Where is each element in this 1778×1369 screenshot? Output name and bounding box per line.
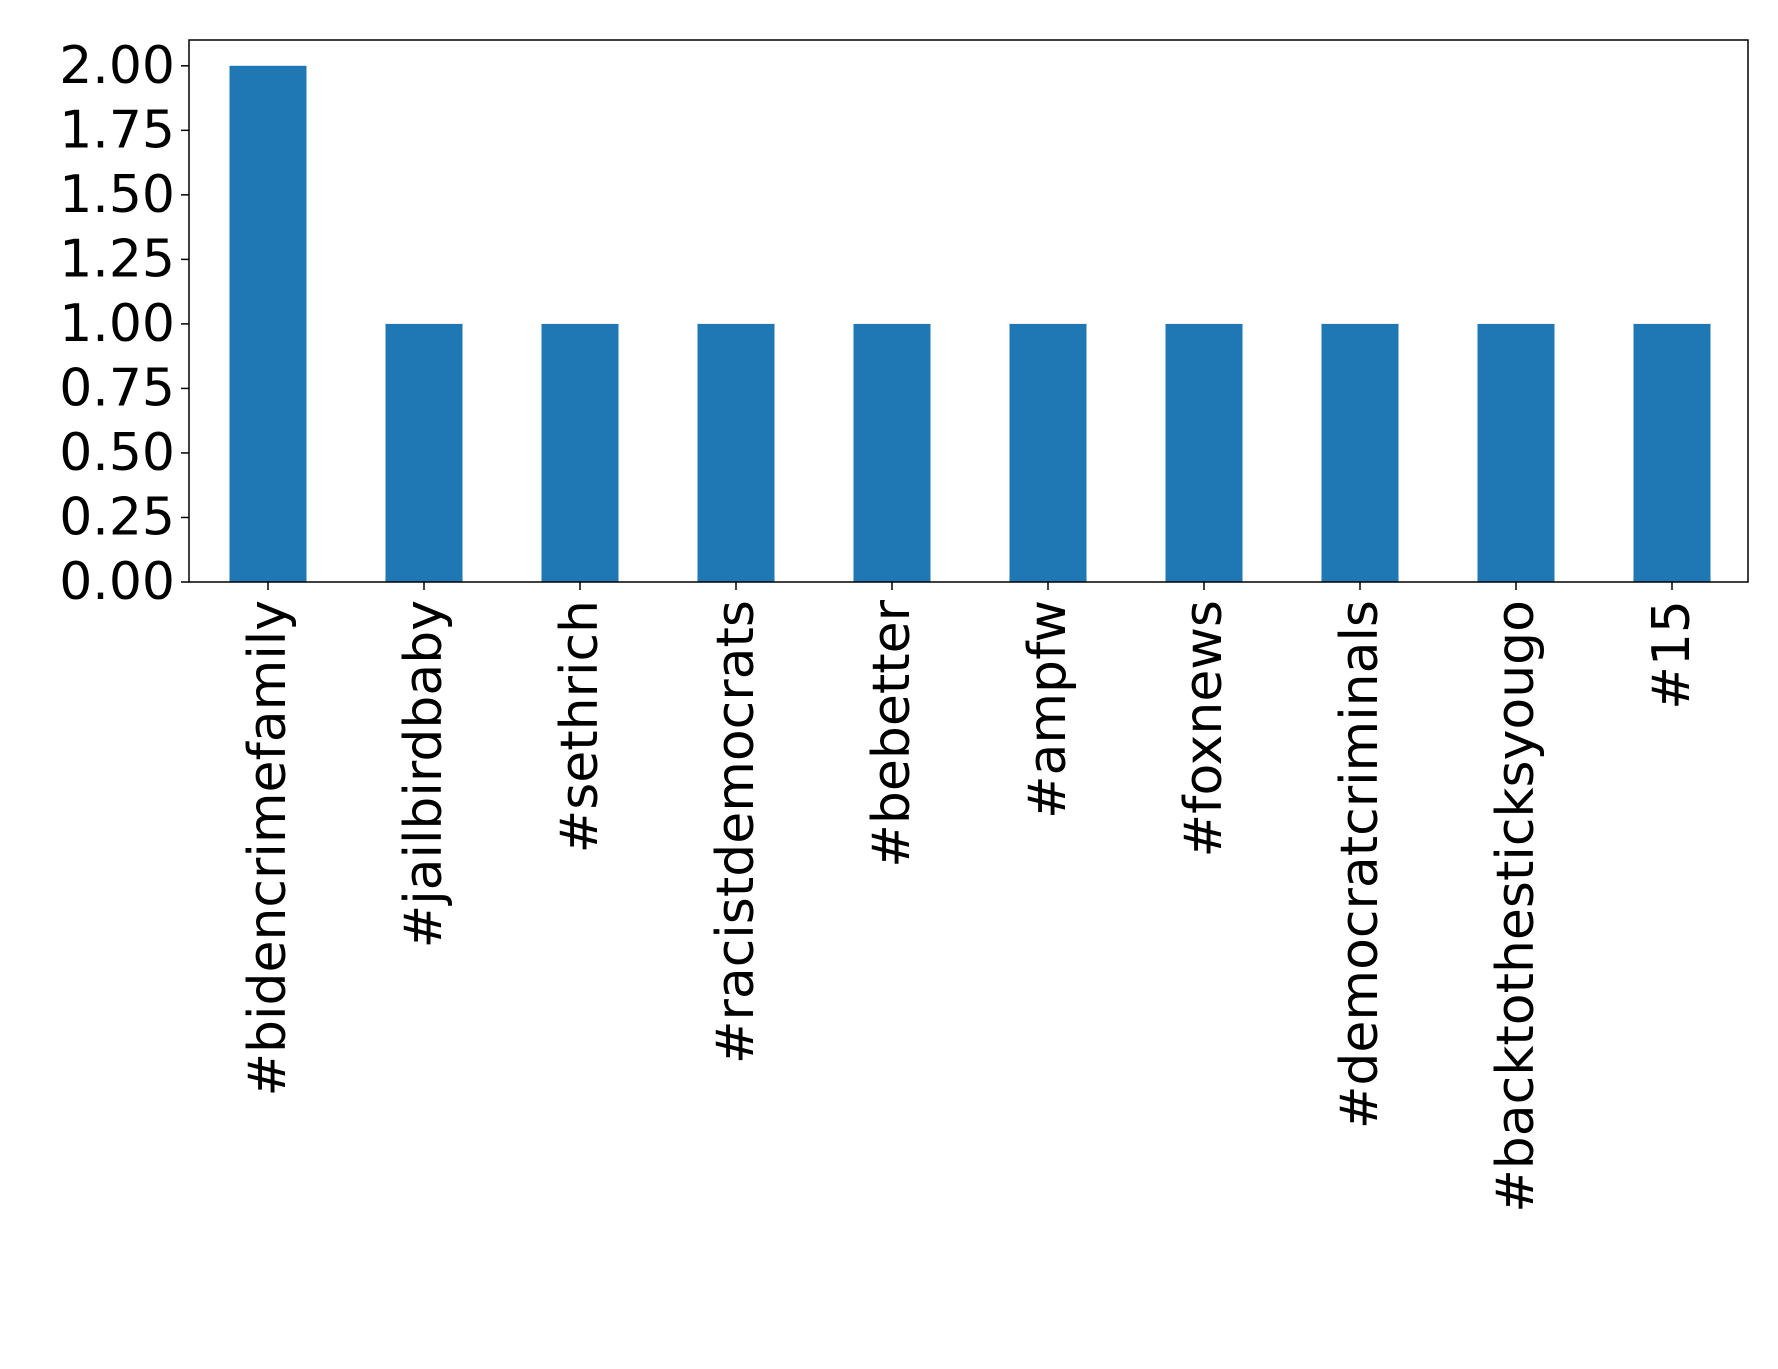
bar	[853, 323, 931, 582]
y-tick-label: 0.00	[59, 552, 175, 612]
x-axis: #bidencrimefamily #jailbirdbaby #sethrich #…	[238, 582, 1702, 1213]
x-tick-label: #bebetter	[862, 599, 922, 867]
y-tick-label: 0.25	[59, 487, 175, 547]
x-tick-label: #sethrich	[550, 600, 610, 853]
bar	[1321, 323, 1399, 582]
x-tick-label: #racistdemocrats	[706, 600, 766, 1064]
y-tick-label: 0.50	[59, 423, 175, 483]
x-tick-label: #democratcriminals	[1330, 600, 1390, 1129]
y-tick-label: 1.25	[59, 229, 175, 289]
x-tick-label: #backtothesticksyougo	[1486, 600, 1546, 1213]
bar	[1633, 323, 1711, 582]
bar	[1477, 323, 1555, 582]
y-tick-label: 1.00	[59, 294, 175, 354]
y-tick-label: 1.75	[59, 100, 175, 160]
bar	[385, 323, 463, 582]
y-tick-label: 1.50	[59, 165, 175, 225]
bar	[229, 65, 307, 583]
y-tick-label: 0.75	[59, 358, 175, 418]
x-tick-label: #bidencrimefamily	[238, 600, 298, 1097]
y-axis: 0.000.250.500.751.001.251.501.752.00	[59, 36, 189, 612]
x-tick-label: #foxnews	[1174, 600, 1234, 857]
x-tick-label: #15	[1642, 600, 1702, 710]
x-tick-label: #ampfw	[1018, 600, 1078, 819]
y-tick-label: 2.00	[59, 36, 175, 96]
x-tick-label: #jailbirdbaby	[394, 600, 454, 948]
plot-frame	[188, 39, 1749, 583]
bar	[697, 323, 775, 582]
bars-group	[229, 65, 1711, 583]
bar	[1009, 323, 1087, 582]
bar	[1165, 323, 1243, 582]
bar	[541, 323, 619, 582]
